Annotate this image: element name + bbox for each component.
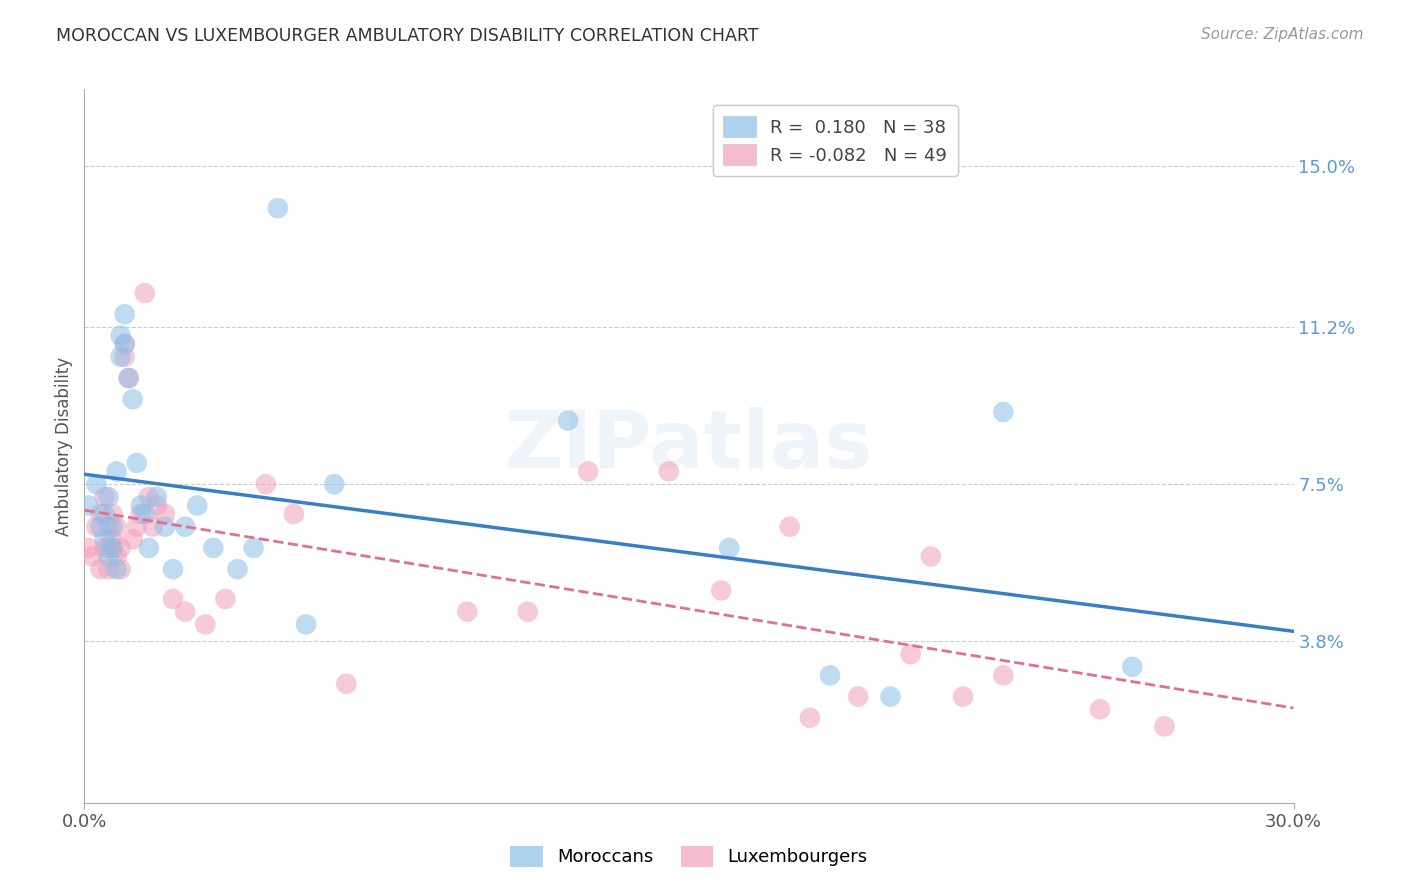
Point xyxy=(101,533,124,547)
Point xyxy=(89,562,111,576)
Point xyxy=(105,562,128,576)
Point xyxy=(114,350,136,364)
Point xyxy=(110,541,132,555)
Point xyxy=(153,519,176,533)
Point xyxy=(105,549,128,564)
Point xyxy=(993,405,1015,419)
Point xyxy=(114,307,136,321)
Point xyxy=(779,519,801,533)
Point xyxy=(125,519,148,533)
Point xyxy=(1121,660,1143,674)
Point xyxy=(242,541,264,555)
Point xyxy=(105,465,128,479)
Point xyxy=(295,617,318,632)
Point xyxy=(993,668,1015,682)
Point xyxy=(335,677,357,691)
Point xyxy=(900,647,922,661)
Point xyxy=(254,477,277,491)
Point xyxy=(77,541,100,555)
Point xyxy=(799,711,821,725)
Point xyxy=(138,541,160,555)
Text: Source: ZipAtlas.com: Source: ZipAtlas.com xyxy=(1201,27,1364,42)
Point xyxy=(125,456,148,470)
Point xyxy=(86,477,108,491)
Point xyxy=(129,499,152,513)
Point xyxy=(146,490,169,504)
Point xyxy=(86,519,108,533)
Point xyxy=(516,605,538,619)
Point xyxy=(97,562,120,576)
Point xyxy=(118,371,141,385)
Point xyxy=(93,490,115,504)
Point xyxy=(267,201,290,215)
Point xyxy=(202,541,225,555)
Point xyxy=(77,499,100,513)
Point xyxy=(1153,719,1175,733)
Point xyxy=(186,499,208,513)
Point xyxy=(101,519,124,533)
Point xyxy=(93,507,115,521)
Point xyxy=(952,690,974,704)
Point xyxy=(89,507,111,521)
Point xyxy=(129,507,152,521)
Point xyxy=(153,507,176,521)
Point xyxy=(101,507,124,521)
Point xyxy=(114,337,136,351)
Y-axis label: Ambulatory Disability: Ambulatory Disability xyxy=(55,357,73,535)
Point xyxy=(110,562,132,576)
Point xyxy=(82,549,104,564)
Point xyxy=(658,465,681,479)
Point xyxy=(818,668,841,682)
Point xyxy=(557,413,579,427)
Point xyxy=(456,605,478,619)
Point xyxy=(101,541,124,555)
Point xyxy=(142,519,165,533)
Point xyxy=(134,286,156,301)
Point xyxy=(121,392,143,407)
Point xyxy=(97,541,120,555)
Point xyxy=(114,337,136,351)
Point xyxy=(162,562,184,576)
Point xyxy=(846,690,869,704)
Point xyxy=(214,591,236,606)
Point xyxy=(162,591,184,606)
Point xyxy=(93,541,115,555)
Point xyxy=(138,490,160,504)
Point xyxy=(101,541,124,555)
Point xyxy=(226,562,249,576)
Point xyxy=(879,690,901,704)
Point xyxy=(194,617,217,632)
Point xyxy=(920,549,942,564)
Point xyxy=(97,549,120,564)
Point xyxy=(1088,702,1111,716)
Point xyxy=(134,507,156,521)
Point xyxy=(121,533,143,547)
Point xyxy=(718,541,741,555)
Point xyxy=(97,490,120,504)
Point xyxy=(174,519,197,533)
Point xyxy=(89,519,111,533)
Point xyxy=(110,328,132,343)
Point xyxy=(93,533,115,547)
Text: ZIPatlas: ZIPatlas xyxy=(505,407,873,485)
Point xyxy=(710,583,733,598)
Point xyxy=(110,350,132,364)
Point xyxy=(146,499,169,513)
Point xyxy=(323,477,346,491)
Point xyxy=(97,519,120,533)
Point xyxy=(174,605,197,619)
Point xyxy=(576,465,599,479)
Point xyxy=(118,371,141,385)
Point xyxy=(283,507,305,521)
Text: MOROCCAN VS LUXEMBOURGER AMBULATORY DISABILITY CORRELATION CHART: MOROCCAN VS LUXEMBOURGER AMBULATORY DISA… xyxy=(56,27,759,45)
Point xyxy=(105,519,128,533)
Legend: Moroccans, Luxembourgers: Moroccans, Luxembourgers xyxy=(501,837,877,876)
